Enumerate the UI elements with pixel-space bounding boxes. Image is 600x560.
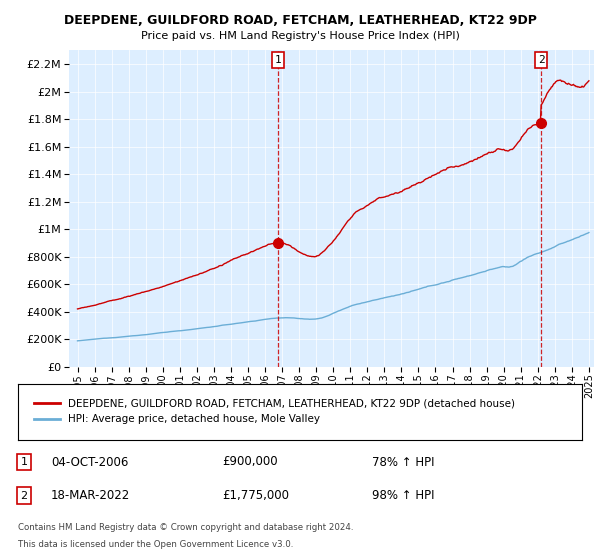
Text: This data is licensed under the Open Government Licence v3.0.: This data is licensed under the Open Gov… [18,540,293,549]
Text: 78% ↑ HPI: 78% ↑ HPI [372,455,434,469]
Text: 2: 2 [538,55,545,65]
Text: Price paid vs. HM Land Registry's House Price Index (HPI): Price paid vs. HM Land Registry's House … [140,31,460,41]
Text: DEEPDENE, GUILDFORD ROAD, FETCHAM, LEATHERHEAD, KT22 9DP: DEEPDENE, GUILDFORD ROAD, FETCHAM, LEATH… [64,14,536,27]
Text: 2: 2 [20,491,28,501]
Text: 18-MAR-2022: 18-MAR-2022 [51,489,130,502]
Text: £1,775,000: £1,775,000 [222,489,289,502]
Text: 98% ↑ HPI: 98% ↑ HPI [372,489,434,502]
Text: 04-OCT-2006: 04-OCT-2006 [51,455,128,469]
Text: Contains HM Land Registry data © Crown copyright and database right 2024.: Contains HM Land Registry data © Crown c… [18,523,353,532]
Text: 1: 1 [20,457,28,467]
Legend: DEEPDENE, GUILDFORD ROAD, FETCHAM, LEATHERHEAD, KT22 9DP (detached house), HPI: : DEEPDENE, GUILDFORD ROAD, FETCHAM, LEATH… [29,394,521,430]
Text: £900,000: £900,000 [222,455,278,469]
Text: 1: 1 [274,55,281,65]
